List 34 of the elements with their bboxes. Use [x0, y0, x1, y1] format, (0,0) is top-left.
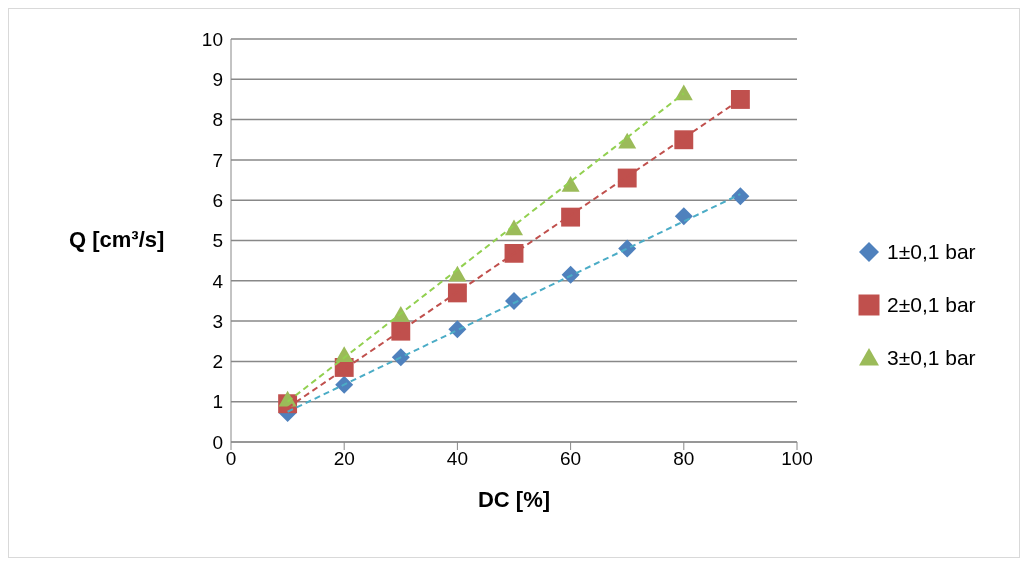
y-tick-label: 0 — [212, 431, 223, 453]
point — [731, 187, 750, 206]
x-tick-label: 40 — [446, 448, 468, 470]
x-axis-title: DC [%] — [476, 487, 552, 513]
point — [335, 375, 354, 394]
point — [561, 175, 580, 192]
x-tick-label: 80 — [673, 448, 695, 470]
point — [674, 207, 693, 226]
x-tick-label: 100 — [781, 448, 813, 470]
y-axis-title: Q [cm³/s] — [69, 227, 165, 253]
point — [674, 130, 694, 150]
y-tick-label: 6 — [212, 189, 223, 211]
y-tick-label: 1 — [212, 391, 223, 413]
legend-label: 1±0,1 bar — [887, 239, 976, 264]
y-tick-label: 10 — [201, 28, 223, 50]
y-tick-label: 7 — [212, 149, 223, 171]
point — [448, 265, 467, 282]
y-tick-label: 5 — [212, 230, 223, 252]
y-tick-label: 4 — [212, 270, 224, 292]
point — [505, 291, 523, 310]
y-tick-label: 3 — [212, 310, 223, 332]
legend-label: 3±0,1 bar — [887, 345, 976, 370]
point — [561, 207, 581, 227]
point — [391, 321, 411, 341]
point — [447, 283, 467, 303]
y-tick-label: 8 — [212, 109, 223, 131]
point — [618, 132, 637, 149]
point — [730, 90, 750, 109]
point — [561, 265, 580, 284]
y-tick-label: 2 — [212, 351, 223, 373]
legend-label: 2±0,1 bar — [887, 292, 976, 317]
y-tick-label: 9 — [212, 69, 223, 91]
x-tick-label: 20 — [333, 448, 355, 470]
x-tick-label: 60 — [560, 448, 582, 470]
